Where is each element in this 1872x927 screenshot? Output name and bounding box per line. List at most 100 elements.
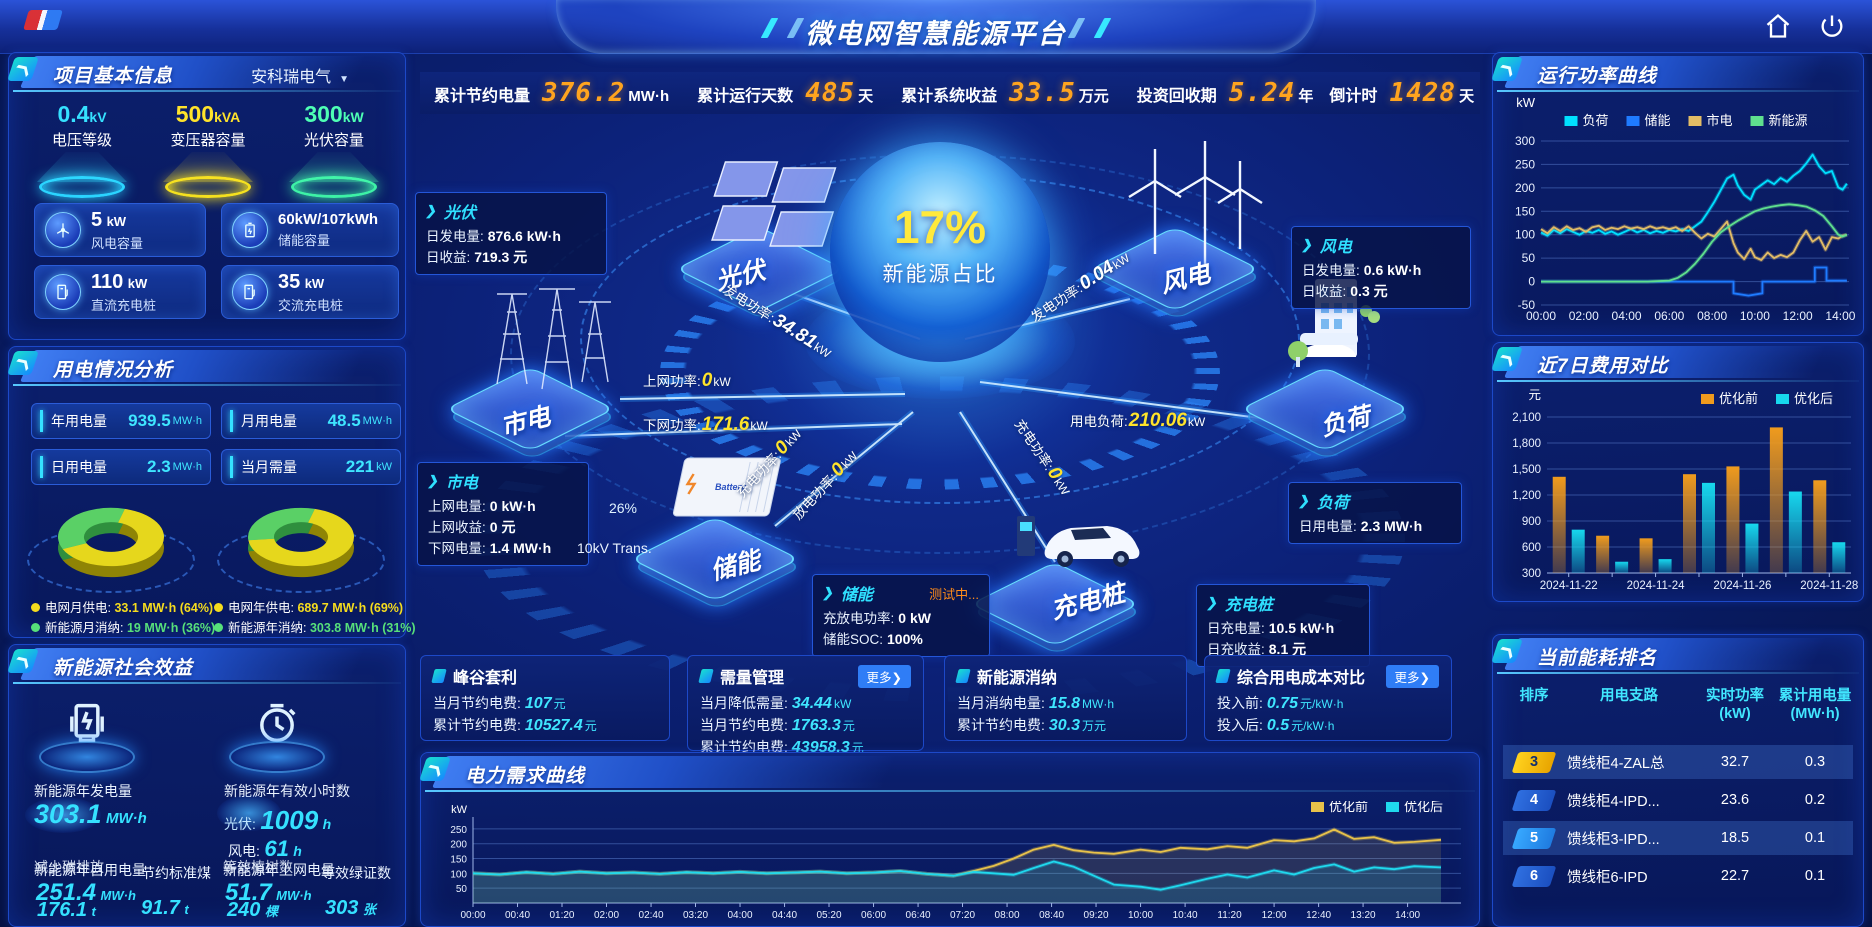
svg-text:150: 150 <box>1515 204 1535 218</box>
flow-load: 用电负荷:210.06kW <box>1070 410 1206 431</box>
svg-text:250: 250 <box>450 825 467 836</box>
svg-text:14:00: 14:00 <box>1825 309 1855 323</box>
svg-text:06:00: 06:00 <box>1654 309 1684 323</box>
ev-car-icon <box>1017 516 1140 567</box>
storage-info-card: ❯ 储能 测试中... 充放电功率: 0 kW 储能SOC: 100% <box>812 574 990 657</box>
transformer-capacity-stat: 500kVA 变压器容量 <box>149 101 267 198</box>
svg-text:150: 150 <box>450 855 467 866</box>
panel-title: 当前能耗排名 <box>1537 648 1658 669</box>
battery-box-label: Battery <box>715 482 747 492</box>
peak-valley-card: 峰谷套利 当月节约电费: 107 元 累计节约电费: 10527.4 元 <box>420 655 670 741</box>
decor-slash <box>1067 18 1086 38</box>
kpi-revenue: 累计系统收益 33.5 万元 <box>901 78 1109 108</box>
svg-text:1,200: 1,200 <box>1512 490 1541 502</box>
ranking-row[interactable]: 4 馈线柜4-IPD... 23.6 0.2 <box>1503 783 1853 817</box>
hours-pedestal <box>217 697 337 777</box>
generation-pedestal <box>27 697 147 777</box>
svg-text:50: 50 <box>1522 251 1536 265</box>
svg-text:储能: 储能 <box>1645 113 1671 128</box>
value-glow <box>25 797 101 833</box>
svg-text:600: 600 <box>1522 542 1541 554</box>
panel-project-info: ❯ 项目基本信息 安科瑞电气 ▼ 0.4kV 电压等级 500kVA 变压器容量 … <box>7 52 406 340</box>
svg-text:02:00: 02:00 <box>1569 309 1599 323</box>
year-supply-donut <box>226 485 376 605</box>
battery-icon <box>232 212 268 248</box>
trees-value: 240 棵 <box>227 899 278 921</box>
spotlight-ring <box>39 176 125 198</box>
ranking-row[interactable]: 5 馈线柜3-IPD... 18.5 0.1 <box>1503 821 1853 855</box>
logo <box>23 10 63 30</box>
demand-more-button[interactable]: 更多❯ <box>857 664 911 688</box>
legend-month-grid: 电网月供电: 33.1 MW·h (64%) <box>31 597 213 616</box>
svg-text:05:20: 05:20 <box>816 910 841 921</box>
card-chevron-icon: ❯ <box>821 585 836 600</box>
flow-grid-import: 下网功率:171.6kW <box>643 414 768 435</box>
cost-more-button[interactable]: 更多❯ <box>1385 664 1439 688</box>
wind-turbine-icon <box>45 212 81 248</box>
solar-panels-icon <box>711 161 837 247</box>
card-corner-icon <box>431 669 447 683</box>
panel-cost-compare: ❯ 近7日费用对比 300 600 900 1,200 1,500 1,800 2,100 元… <box>1491 342 1864 602</box>
wind-capacity-card: 5 kW 风电容量 <box>34 203 206 257</box>
self-use-value: 251.4 MW·h <box>36 879 136 906</box>
svg-text:06:40: 06:40 <box>906 910 931 921</box>
svg-text:08:00: 08:00 <box>995 910 1020 921</box>
card-chevron-icon: ❯ <box>1205 595 1220 610</box>
gridout-value: 51.7 MW·h <box>225 879 312 906</box>
panel-social-benefit: ❯ 新能源社会效益 新能源年发电量 303.1 MW·h 新能源年有效小时数 光… <box>7 644 406 927</box>
legend-year-renewable: 新能源年消纳: 303.8 MW·h (31%) <box>214 617 416 636</box>
panel-energy-ranking: ❯ 当前能耗排名 排序 用电支路 实时功率 (kW) 累计用电量 (MW·h) 3 … <box>1491 634 1864 927</box>
legend-dot <box>214 623 223 632</box>
panel-title: 近7日费用对比 <box>1537 356 1669 377</box>
month-supply-donut <box>36 485 186 605</box>
load-info-card: ❯ 负荷 日用电量: 2.3 MW·h <box>1288 482 1462 544</box>
ranking-table-header: 排序 用电支路 实时功率 (kW) 累计用电量 (MW·h) <box>1519 688 1852 722</box>
cost-compare-chart: 300 600 900 1,200 1,500 1,800 2,100 元 2024-11-22… <box>1495 387 1861 599</box>
svg-text:kW: kW <box>451 804 468 816</box>
ranking-row[interactable]: 3 馈线柜4-ZAL总 32.7 0.3 <box>1503 745 1853 779</box>
svg-text:03:20: 03:20 <box>683 910 708 921</box>
svg-text:元: 元 <box>1528 388 1541 402</box>
svg-text:2024-11-28: 2024-11-28 <box>1800 580 1858 592</box>
svg-text:优化前: 优化前 <box>1329 801 1368 814</box>
renewable-absorb-card: 新能源消纳 当月消纳电量: 15.8 MW·h 累计节约电费: 30.3 万元 <box>944 655 1187 741</box>
legend-year-grid: 电网年供电: 689.7 MW·h (69%) <box>214 597 403 616</box>
svg-text:市电: 市电 <box>1707 113 1733 128</box>
svg-text:50: 50 <box>456 884 468 895</box>
svg-text:04:00: 04:00 <box>1612 309 1642 323</box>
flow-grid-export: 上网功率:0kW <box>643 370 731 391</box>
svg-text:07:20: 07:20 <box>950 910 975 921</box>
legend-dot <box>31 603 40 612</box>
svg-text:12:00: 12:00 <box>1262 910 1287 921</box>
card-corner-icon <box>698 669 714 683</box>
svg-text:900: 900 <box>1522 516 1541 528</box>
dc-charger-card: 110 kW 直流充电桩 <box>34 265 206 319</box>
svg-text:200: 200 <box>450 840 467 851</box>
svg-text:优化后: 优化后 <box>1404 801 1443 814</box>
kpi-payback: 投资回收期 5.24 年 倒计时 1428 天 <box>1136 78 1475 108</box>
month-demand-stat: 当月需量 221 kW <box>221 449 401 485</box>
home-icon[interactable] <box>1764 12 1792 45</box>
demand-mgmt-card: 需量管理 更多❯ 当月降低需量: 34.44 kW 当月节约电费: 1763.3 元 累… <box>687 655 924 756</box>
svg-text:100: 100 <box>1515 228 1535 242</box>
svg-text:优化后: 优化后 <box>1794 391 1833 406</box>
card-corner-icon <box>955 669 971 683</box>
company-select[interactable]: 安科瑞电气 ▼ <box>251 63 349 87</box>
battery-container-icon <box>672 457 781 517</box>
svg-text:14:00: 14:00 <box>1395 910 1420 921</box>
panel-title: 新能源社会效益 <box>53 658 194 679</box>
app-header: 微电网智慧能源平台 <box>0 0 1872 54</box>
panel-usage-analysis: ❯ 用电情况分析 年用电量 939.5 MW·h 月用电量 48.5 MW·h 日用电量… <box>7 346 416 638</box>
ranking-row[interactable]: 6 馈线柜6-IPD 22.7 0.1 <box>1503 859 1853 893</box>
kpi-saved-energy: 累计节约电量 376.2 MW·h <box>434 78 670 108</box>
ac-charger-icon <box>232 274 268 310</box>
power-icon[interactable] <box>1818 12 1846 45</box>
svg-text:新能源: 新能源 <box>1769 113 1808 128</box>
svg-text:kW: kW <box>1516 95 1536 110</box>
kpi-bar: 累计节约电量 376.2 MW·h 累计运行天数 485 天 累计系统收益 33.5 万元 … <box>420 72 1480 114</box>
certs-value: 303 张 <box>325 897 376 919</box>
svg-text:10:00: 10:00 <box>1128 910 1153 921</box>
grid-info-card: ❯ 市电 上网电量: 0 kW·h 上网收益: 0 元 下网电量: 1.4 MW·h <box>417 462 589 566</box>
cost-compare-card: 综合用电成本对比 更多❯ 投入前: 0.75 元/kW·h 投入后: 0.5 元/kW·… <box>1204 655 1452 741</box>
